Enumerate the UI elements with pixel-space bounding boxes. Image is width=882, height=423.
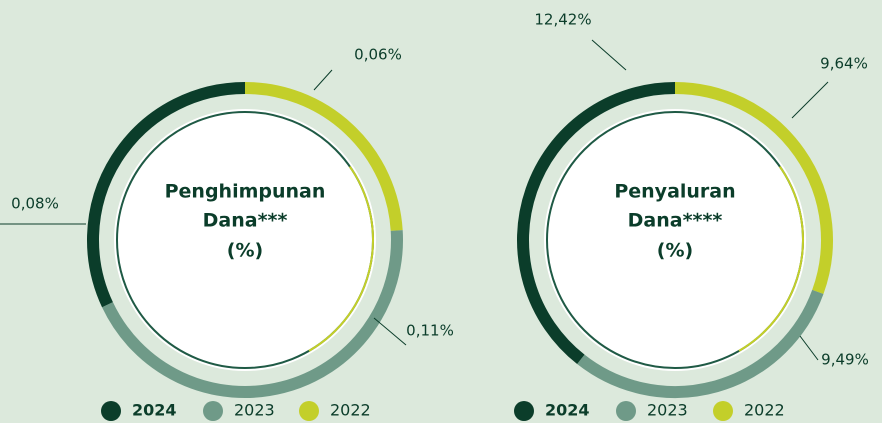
- chart-title: (%): [657, 240, 693, 262]
- leader-line: [373, 317, 407, 346]
- leader-line: [791, 81, 829, 119]
- legend-label: 2022: [330, 401, 371, 420]
- legend-label: 2023: [234, 401, 275, 420]
- donut-segment: [577, 289, 824, 398]
- chart-title: Dana****: [628, 210, 723, 232]
- chart-title: (%): [227, 240, 263, 262]
- donut-segment: [102, 230, 403, 398]
- inner-disc: [544, 109, 806, 371]
- chart-title: Dana***: [203, 210, 288, 232]
- chart-title: Penyaluran: [614, 181, 735, 203]
- inner-disc: [114, 109, 376, 371]
- legend-label: 2024: [132, 401, 177, 420]
- inner-ring-accent: [738, 166, 804, 352]
- leader-line: [799, 335, 819, 361]
- legend-swatch: [101, 401, 121, 421]
- legend-swatch: [713, 401, 733, 421]
- legend-swatch: [514, 401, 534, 421]
- chart-title: Penghimpunan: [165, 181, 326, 203]
- inner-ring-accent: [308, 166, 374, 352]
- donut-segment: [244, 82, 403, 231]
- value-label: 9,49%: [821, 351, 869, 369]
- value-label: 9,64%: [820, 55, 868, 73]
- donut-segment: [517, 82, 676, 365]
- value-label: 0,11%: [406, 322, 454, 340]
- leader-line: [313, 69, 333, 91]
- legend-swatch: [616, 401, 636, 421]
- donut-segment: [87, 82, 246, 308]
- legend-label: 2023: [647, 401, 688, 420]
- value-label: 0,06%: [354, 46, 402, 64]
- legend-label: 2022: [744, 401, 785, 420]
- legend-swatch: [299, 401, 319, 421]
- value-label: 0,08%: [11, 195, 59, 213]
- legend-label: 2024: [545, 401, 590, 420]
- donut-segment: [674, 82, 833, 295]
- legend-swatch: [203, 401, 223, 421]
- leader-line: [591, 39, 627, 71]
- value-label: 12,42%: [534, 11, 591, 29]
